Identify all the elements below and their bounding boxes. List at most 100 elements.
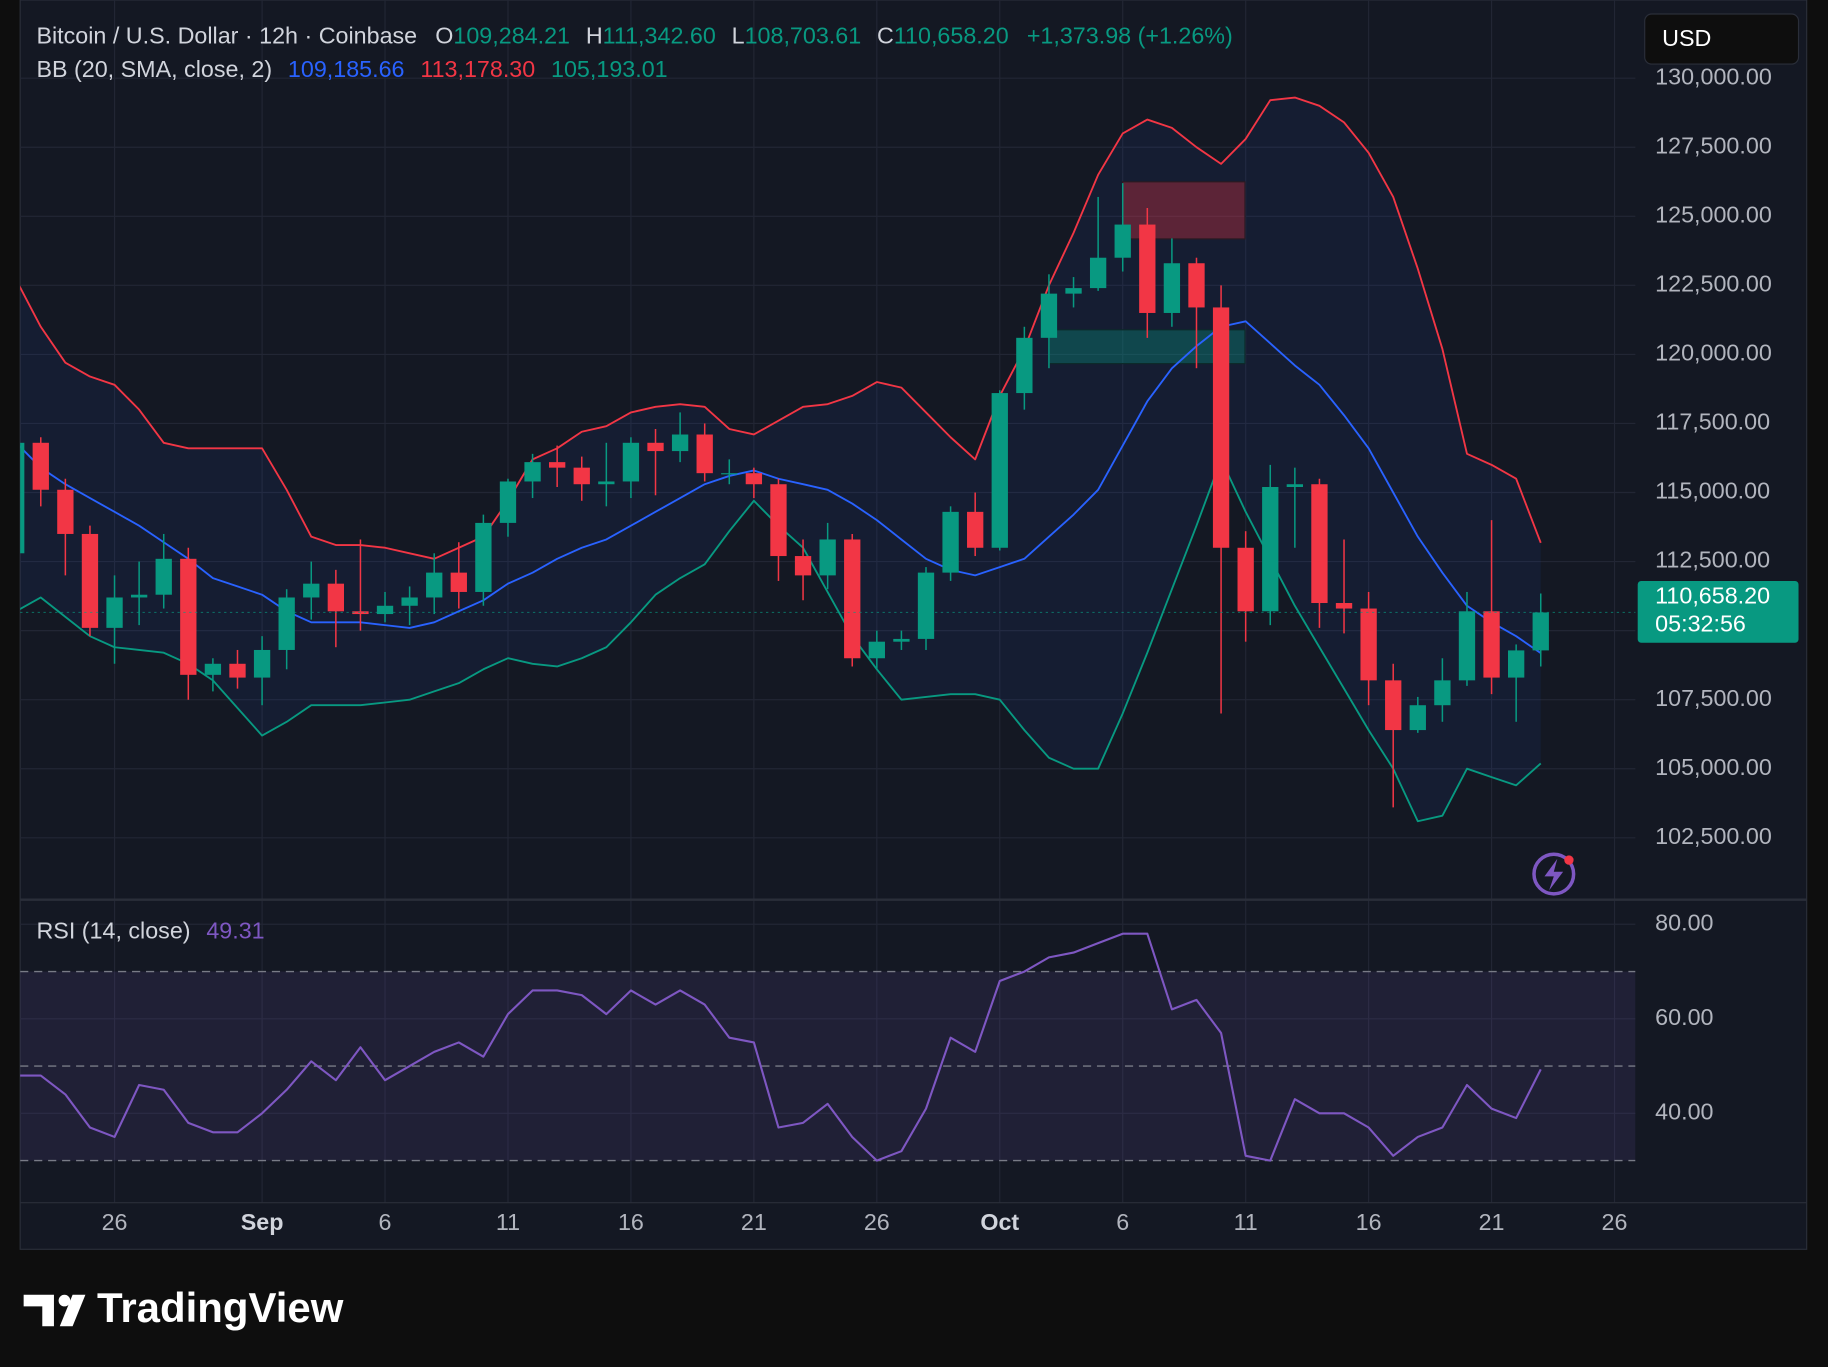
rsi-tick-label: 60.00 (1655, 1004, 1713, 1030)
currency-button[interactable]: USD (1644, 13, 1800, 65)
logo-dot (58, 1294, 71, 1307)
candle-body (130, 594, 148, 598)
icon-dot[interactable] (1564, 855, 1574, 865)
ohlc-value: 110,658.20 (894, 22, 1009, 48)
y-tick-label: 125,000.00 (1655, 201, 1772, 227)
x-tick-label: 26 (102, 1209, 128, 1235)
candle-body (844, 539, 861, 659)
rsi-tick-label: 80.00 (1655, 909, 1713, 935)
candle-body (721, 473, 738, 475)
rsi-pane (20, 932, 1636, 1162)
candle-body (1286, 484, 1304, 487)
candle-body (401, 597, 418, 606)
x-tick-label: 11 (496, 1209, 520, 1235)
bb-upper-line (20, 96, 1542, 560)
candle-body (1163, 263, 1181, 313)
candle-body (475, 522, 492, 592)
candle-body (499, 481, 517, 523)
candle-body (20, 442, 25, 554)
bb-label: BB (20, SMA, close, 2) (36, 56, 272, 82)
candle-body (868, 641, 885, 659)
currency-button-bg[interactable] (1644, 13, 1800, 65)
bb-lower-value: 105,193.01 (551, 56, 668, 82)
ohlc-key: L (732, 22, 745, 48)
ohlc-value: 108,703.61 (745, 22, 862, 48)
candle-body (1212, 307, 1230, 548)
icon-bolt[interactable] (1544, 858, 1564, 891)
candle-body (1040, 293, 1058, 338)
candle-body (204, 663, 222, 675)
x-tick-label: 16 (618, 1209, 644, 1235)
x-tick-label: 21 (1479, 1209, 1505, 1235)
x-tick-label: Oct (980, 1209, 1019, 1235)
x-tick-label: Sep (241, 1209, 284, 1235)
ohlc-key: C (877, 22, 894, 48)
y-tick-label: 105,000.00 (1655, 754, 1772, 780)
candle-body (819, 539, 836, 576)
candle-body (573, 467, 590, 485)
ohlc-value: 111,342.60 (603, 22, 716, 48)
rsi-legend: RSI (14, close) 49.31 (36, 917, 264, 943)
candle-body (1262, 486, 1279, 612)
candle-body (57, 489, 74, 534)
candle-body (1360, 608, 1377, 681)
candle-body (967, 511, 984, 548)
candle-body (794, 556, 812, 576)
candle-body (1016, 337, 1033, 394)
price-tag (1637, 580, 1799, 643)
y-tick-label: 102,500.00 (1655, 823, 1772, 849)
candle-body (253, 649, 271, 678)
icon-ring[interactable] (1532, 852, 1576, 896)
bb-band-fill (20, 97, 1541, 822)
candle-body (1237, 547, 1254, 612)
candle-body (671, 434, 689, 452)
candle-body (1532, 612, 1549, 651)
rsi-label: RSI (14, close) (36, 917, 190, 943)
ohlc-key: O (435, 22, 453, 48)
candle-body (917, 572, 935, 639)
candle-body (1311, 484, 1328, 604)
candle-body (1089, 257, 1107, 289)
candle-body (1335, 603, 1353, 609)
y-tick-label: 130,000.00 (1655, 63, 1772, 89)
rsi-line (20, 932, 1542, 1162)
candle-body (647, 442, 664, 452)
candle-body (32, 442, 49, 490)
y-tick-label: 117,500.00 (1655, 409, 1770, 435)
candle-body (1139, 224, 1156, 313)
x-tick-label: 6 (379, 1209, 392, 1235)
x-tick-label: 21 (741, 1209, 767, 1235)
x-tick-label: 26 (1602, 1209, 1628, 1235)
assistant-icon[interactable] (1532, 852, 1576, 896)
candle-body (180, 558, 197, 675)
candle-body (376, 605, 394, 615)
candle-body (303, 583, 320, 598)
y-tick-label: 107,500.00 (1655, 685, 1772, 711)
x-tick-label: 26 (864, 1209, 890, 1235)
candle-body (155, 558, 172, 595)
candle-body (893, 638, 910, 642)
candle-body (1065, 288, 1082, 294)
rsi-tick-label: 40.00 (1655, 1098, 1713, 1124)
bb-upper-value: 113,178.30 (420, 56, 535, 82)
candle-body (770, 484, 787, 557)
currency-label[interactable]: USD (1662, 25, 1711, 51)
candle-body (81, 533, 99, 628)
price-tag-countdown: 05:32:56 (1655, 610, 1746, 636)
candle-body (1507, 650, 1525, 678)
candle-body (549, 462, 566, 468)
candle-body (1458, 611, 1476, 681)
ohlc-key: H (586, 22, 603, 48)
brand-name: TradingView (97, 1284, 344, 1331)
axis-layer: 102,500.00105,000.00107,500.00110,000.00… (20, 63, 1799, 1235)
ohlc-value: 109,284.21 (453, 22, 570, 48)
candle-body (1434, 680, 1451, 706)
candle-body (426, 572, 443, 598)
price-tag-value: 110,658.20 (1655, 582, 1770, 608)
candle-body (696, 434, 713, 474)
bb-legend: BB (20, SMA, close, 2) 109,185.66 113,17… (36, 56, 667, 82)
logo-slash (59, 1294, 86, 1327)
candle-body (745, 473, 763, 485)
candle-body (622, 442, 640, 482)
